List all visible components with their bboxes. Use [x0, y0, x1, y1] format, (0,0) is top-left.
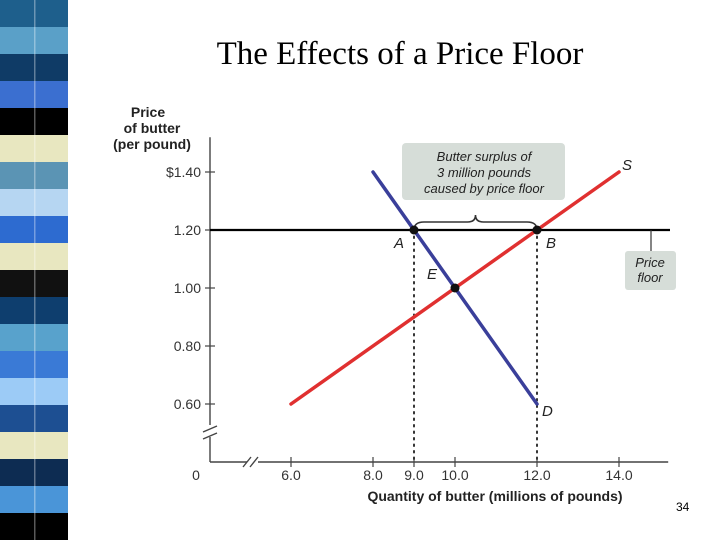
- stripe-divider: [34, 0, 36, 540]
- y-axis-break-mark: [202, 432, 218, 440]
- stripe-block: [0, 54, 68, 82]
- y-tick-label: 1.00: [174, 280, 201, 296]
- x-tick-label: 10.0: [441, 467, 468, 483]
- x-axis-break-mark: [242, 456, 252, 468]
- surplus-callout: Butter surplus of 3 million pounds cause…: [402, 143, 565, 200]
- point-e: [450, 283, 460, 293]
- stripe-block: [0, 378, 68, 406]
- point-b: [532, 225, 542, 235]
- stripe-block: [0, 405, 68, 433]
- surplus-label-line-1: Butter surplus of: [437, 149, 533, 164]
- point-label-b: B: [546, 235, 556, 252]
- stripe-block: [0, 513, 68, 540]
- slide-number: 34: [676, 500, 690, 514]
- plot-layer: $1.40 1.20 1.00 0.80 0.60 6.0 8.0 9.0 10.0 12.0 14…: [166, 137, 670, 483]
- y-axis-label-line-3: (per pound): [113, 136, 191, 152]
- stripe-block: [0, 270, 68, 298]
- stripe-block: [0, 324, 68, 352]
- stripe-block: [0, 297, 68, 325]
- stripe-block: [0, 162, 68, 190]
- x-tick-label: 14.0: [605, 467, 632, 483]
- stripe-block: [0, 432, 68, 460]
- price-floor-callout: Price floor: [625, 251, 676, 290]
- y-tick-label: 1.20: [174, 222, 201, 238]
- origin-label: 0: [192, 467, 200, 483]
- y-tick-label: 0.60: [174, 396, 201, 412]
- stripe-block: [0, 486, 68, 514]
- x-tick-label: 12.0: [523, 467, 550, 483]
- y-tick-label: 0.80: [174, 338, 201, 354]
- x-axis-break-mark: [249, 456, 259, 468]
- stripe-block: [0, 27, 68, 55]
- surplus-callout-box: [402, 143, 565, 200]
- price-floor-label-line-2: floor: [637, 270, 663, 285]
- price-floor-callout-box: [625, 251, 676, 290]
- stripe-block: [0, 243, 68, 271]
- surplus-brace: [413, 214, 538, 231]
- x-tick-label: 8.0: [363, 467, 383, 483]
- stripe-block: [0, 216, 68, 244]
- surplus-label-line-3: caused by price floor: [424, 181, 545, 196]
- decorative-stripe: [0, 0, 68, 540]
- y-axis-label-line-1: Price: [131, 104, 165, 120]
- stripe-block: [0, 135, 68, 163]
- y-axis-break-mark: [202, 425, 218, 433]
- point-label-a: A: [393, 235, 404, 252]
- x-axis-label: Quantity of butter (millions of pounds): [367, 488, 622, 504]
- surplus-label-line-2: 3 million pounds: [437, 165, 531, 180]
- y-axis-label-line-2: of butter: [124, 120, 181, 136]
- price-floor-label-line-1: Price: [635, 255, 665, 270]
- stripe-block: [0, 351, 68, 379]
- stripe-block: [0, 189, 68, 217]
- stripe-block: [0, 459, 68, 487]
- x-tick-label: 6.0: [281, 467, 301, 483]
- demand-curve-label: D: [542, 403, 553, 420]
- y-tick-label: $1.40: [166, 164, 201, 180]
- stripe-block: [0, 81, 68, 109]
- stripe-block: [0, 108, 68, 136]
- x-tick-label: 9.0: [404, 467, 424, 483]
- point-a: [409, 225, 419, 235]
- point-label-e: E: [427, 266, 438, 283]
- slide-title: The Effects of a Price Floor: [216, 36, 584, 72]
- stripe-block: [0, 0, 68, 28]
- supply-curve-label: S: [622, 157, 632, 174]
